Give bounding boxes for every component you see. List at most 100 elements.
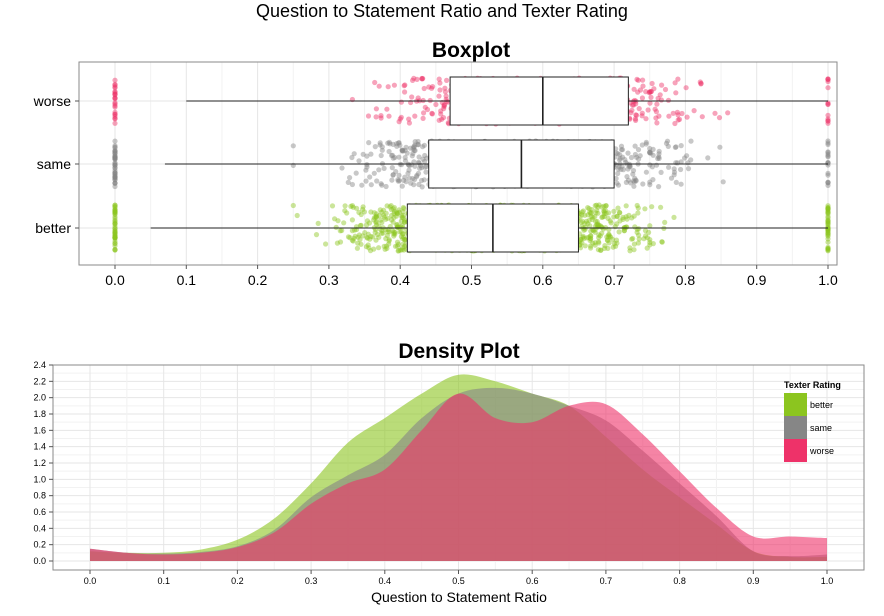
- jitter-point-better: [599, 224, 605, 230]
- jitter-point-better: [634, 202, 640, 209]
- jitter-point-better: [825, 218, 831, 224]
- jitter-point-same: [411, 176, 418, 183]
- jitter-point-same: [673, 179, 679, 185]
- jitter-point-better: [825, 239, 831, 245]
- jitter-point-same: [647, 145, 653, 152]
- jitter-point-same: [421, 177, 427, 183]
- jitter-point-worse: [683, 85, 689, 91]
- jitter-point-better: [592, 227, 598, 233]
- jitter-point-same: [825, 162, 831, 168]
- jitter-point-worse: [646, 90, 652, 96]
- jitter-point-same: [825, 141, 831, 148]
- jitter-point-same: [112, 154, 118, 160]
- jitter-point-better: [356, 209, 362, 215]
- jitter-point-same: [349, 154, 355, 161]
- jitter-point-same: [399, 148, 405, 154]
- jitter-point-same: [374, 178, 380, 184]
- jitter-point-better: [582, 220, 588, 227]
- jitter-point-better: [380, 230, 386, 236]
- jitter-point-same: [112, 144, 118, 150]
- jitter-point-better: [333, 224, 339, 230]
- jitter-point-better: [368, 233, 374, 240]
- jitter-point-worse: [112, 111, 118, 117]
- jitter-point-better: [351, 235, 357, 241]
- jitter-point-same: [415, 141, 421, 148]
- jitter-point-same: [647, 149, 653, 155]
- jitter-point-better: [399, 222, 405, 229]
- jitter-point-better: [112, 206, 118, 212]
- jitter-point-better: [603, 203, 609, 209]
- jitter-point-same: [419, 165, 425, 171]
- jitter-point-better: [647, 242, 653, 248]
- jitter-point-same: [366, 140, 372, 146]
- jitter-point-worse: [825, 76, 831, 82]
- jitter-point-better: [594, 207, 600, 213]
- jitter-point-same: [389, 177, 395, 183]
- jitter-point-better: [350, 204, 356, 210]
- jitter-point-worse: [697, 79, 703, 85]
- jitter-point-better: [598, 247, 604, 253]
- jitter-point-worse: [672, 120, 678, 127]
- jitter-point-better: [592, 242, 598, 248]
- jitter-point-worse: [825, 101, 831, 107]
- legend-swatch-worse: [784, 439, 807, 462]
- jitter-point-better: [393, 213, 399, 219]
- jitter-point-worse: [112, 95, 118, 101]
- jitter-point-same: [423, 163, 429, 170]
- jitter-point-same: [403, 144, 409, 150]
- jitter-point-better: [579, 212, 585, 218]
- jitter-point-better: [825, 206, 831, 212]
- jitter-point-same: [364, 162, 370, 168]
- jitter-point-better: [387, 204, 393, 210]
- jitter-point-same: [383, 183, 389, 190]
- jitter-point-same: [825, 150, 831, 156]
- jitter-point-better: [349, 217, 355, 223]
- jitter-point-better: [332, 216, 338, 222]
- jitter-point-better: [112, 208, 118, 214]
- jitter-point-better: [588, 228, 594, 234]
- jitter-point-better: [384, 203, 390, 209]
- jitter-point-better: [356, 232, 362, 238]
- jitter-point-same: [664, 138, 671, 144]
- jitter-point-better: [585, 221, 591, 227]
- jitter-point-better: [112, 247, 118, 253]
- jitter-point-same: [411, 147, 417, 153]
- jitter-point-same: [394, 143, 400, 149]
- jitter-point-worse: [378, 113, 384, 119]
- jitter-point-better: [112, 208, 118, 214]
- jitter-point-better: [112, 228, 118, 234]
- jitter-point-worse: [665, 97, 672, 103]
- jitter-point-same: [412, 142, 418, 148]
- density-y-tick-label: 1.0: [33, 474, 46, 484]
- jitter-point-better: [388, 206, 394, 213]
- jitter-point-worse: [112, 84, 118, 90]
- jitter-point-better: [394, 221, 400, 228]
- jitter-point-better: [112, 240, 118, 246]
- jitter-point-better: [580, 234, 586, 240]
- jitter-point-same: [825, 180, 831, 186]
- jitter-point-better: [599, 214, 605, 220]
- jitter-point-same: [671, 169, 678, 175]
- jitter-point-better: [112, 233, 118, 239]
- legend-label-worse: worse: [809, 446, 834, 456]
- jitter-point-better: [825, 220, 831, 226]
- jitter-point-same: [648, 150, 654, 156]
- jitter-point-worse: [825, 101, 831, 107]
- jitter-point-better: [593, 210, 599, 216]
- jitter-point-worse: [391, 82, 397, 88]
- boxplot-title: Boxplot: [432, 39, 510, 62]
- jitter-point-same: [647, 182, 653, 188]
- density-x-tick-label: 0.1: [157, 576, 170, 586]
- jitter-point-better: [398, 218, 404, 224]
- density-legend: Texter Rating better same worse: [784, 380, 841, 462]
- jitter-point-better: [606, 240, 612, 246]
- jitter-point-same: [620, 154, 626, 160]
- jitter-point-better: [394, 210, 400, 216]
- jitter-point-worse: [112, 91, 118, 97]
- jitter-point-better: [350, 238, 356, 244]
- jitter-point-better: [585, 205, 591, 211]
- jitter-point-worse: [442, 85, 448, 91]
- jitter-point-worse: [376, 83, 382, 89]
- jitter-point-worse: [655, 95, 661, 101]
